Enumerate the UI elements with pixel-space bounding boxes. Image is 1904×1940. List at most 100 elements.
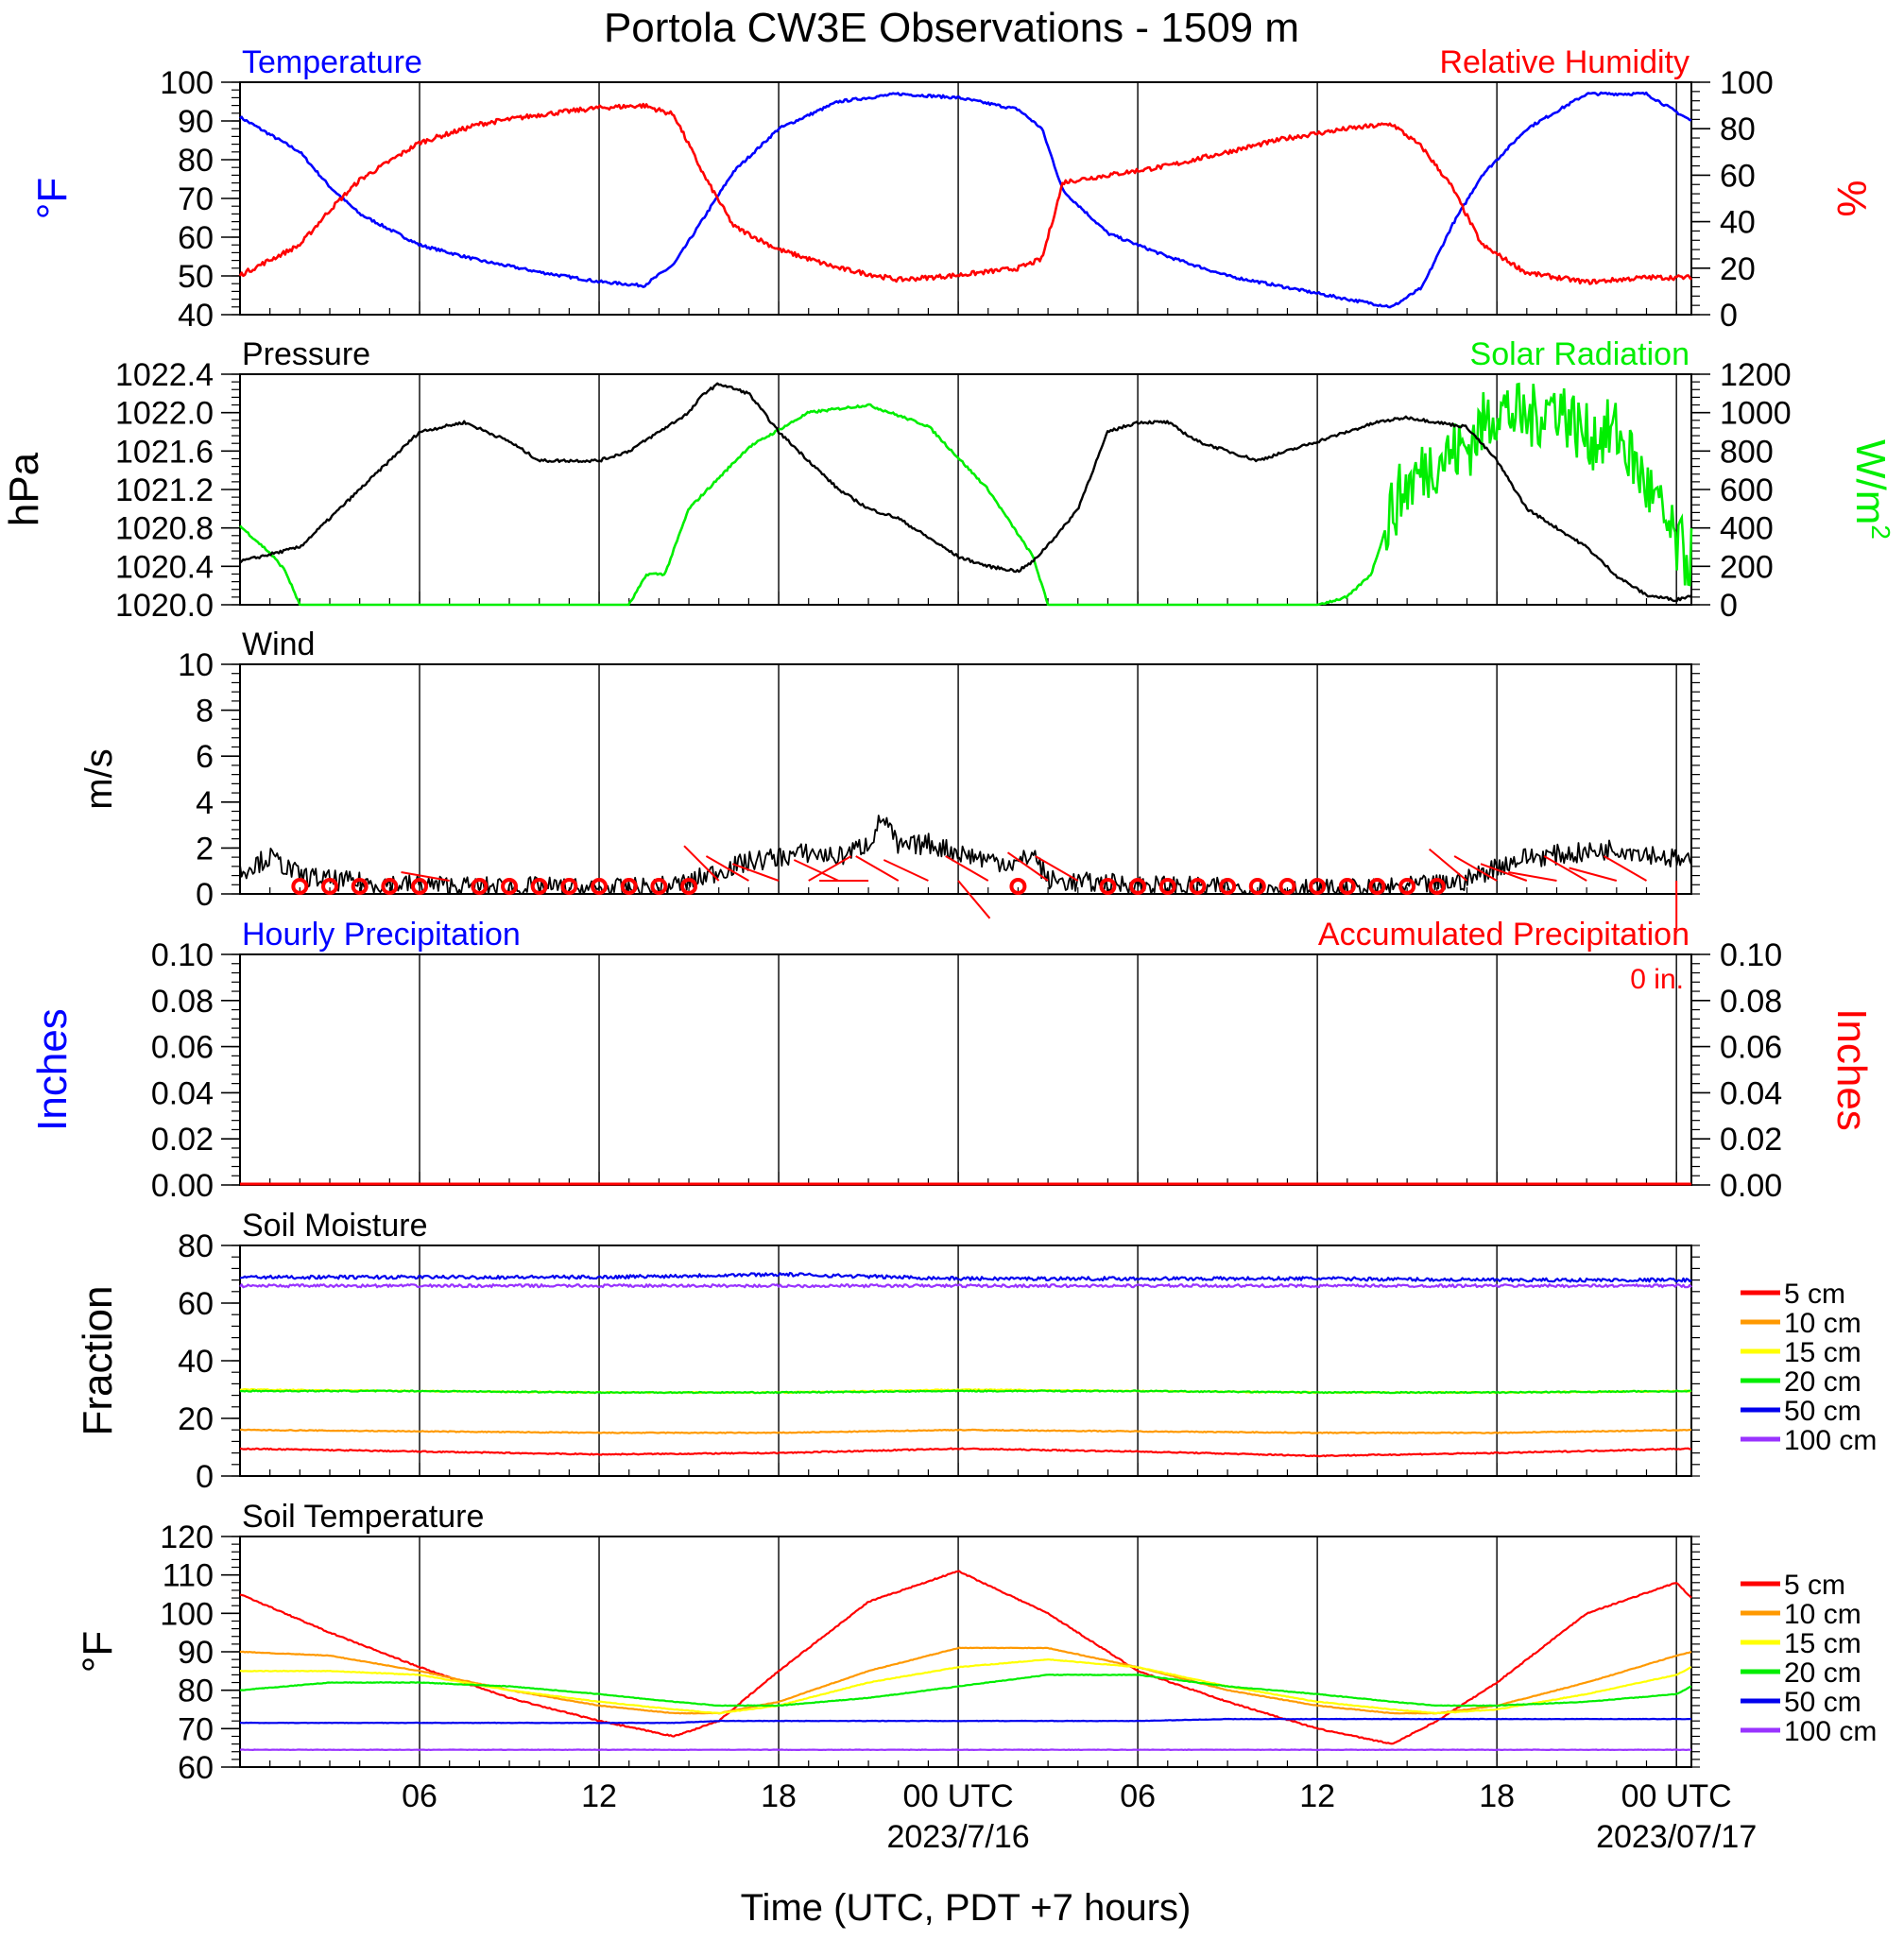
series-line-20-cm	[239, 1674, 1692, 1708]
legend-label: 10 cm	[1784, 1599, 1861, 1630]
wind-barb	[1569, 867, 1618, 882]
wind-barb	[731, 863, 780, 882]
y-tick-label: 1021.2	[115, 472, 214, 508]
y-axis-label-left: °F	[29, 178, 76, 219]
time-date-label: 2023/7/16	[886, 1819, 1029, 1855]
y-tick-label: 60	[178, 1286, 214, 1322]
wind-barb-calm	[1368, 878, 1386, 895]
wind-barb-calm	[351, 878, 369, 895]
y-tick-label: 20	[1720, 251, 1756, 287]
wind-barb	[705, 855, 749, 882]
y-tick-label: 0	[196, 1459, 214, 1495]
wind-barb-calm	[1428, 878, 1446, 895]
time-tick-label: 12	[1299, 1778, 1335, 1814]
y-tick-label: 1000	[1720, 396, 1792, 432]
series-line-50-cm	[239, 1717, 1691, 1725]
y-tick-label: 60	[178, 220, 214, 256]
series-line-pressure	[239, 382, 1692, 603]
y-tick-label: 120	[160, 1519, 214, 1555]
wind-barb	[401, 871, 450, 882]
wind-barb-calm	[620, 878, 638, 895]
wind-barb-calm	[321, 878, 339, 895]
y-tick-label: 0.10	[1720, 937, 1782, 973]
wind-barb	[683, 845, 720, 882]
wind-barb	[957, 880, 991, 919]
plot-frame	[239, 373, 1692, 606]
wind-barb-calm	[1219, 878, 1237, 895]
y-tick-label: 0.00	[151, 1168, 214, 1204]
time-tick-label: 00 UTC	[1621, 1778, 1732, 1814]
y-axis-label-left: Inches	[29, 1008, 76, 1131]
y-tick-label: 40	[178, 298, 214, 334]
legend-label: 5 cm	[1784, 1570, 1845, 1601]
y-axis-label-right: W/m2	[1847, 439, 1895, 540]
y-axis-label-superscript: 2	[1866, 524, 1895, 540]
legend-label: 100 cm	[1784, 1425, 1877, 1456]
wind-barb-calm	[1338, 878, 1356, 895]
series-line-relative-humidity	[238, 102, 1693, 285]
y-axis-label-left: °F	[75, 1631, 121, 1673]
y-tick-label: 1020.8	[115, 511, 214, 547]
wind-barb	[1428, 848, 1468, 882]
y-tick-label: 1020.0	[115, 588, 214, 624]
y-tick-label: 80	[178, 1674, 214, 1709]
time-tick-label: 00 UTC	[903, 1778, 1014, 1814]
panel-title-left: Temperature	[242, 44, 422, 80]
wind-barb-calm	[1189, 878, 1207, 895]
y-tick-label: 0.02	[151, 1122, 214, 1158]
series-line-20-cm	[239, 1389, 1692, 1395]
y-tick-label: 60	[178, 1750, 214, 1786]
y-tick-label: 10	[178, 647, 214, 683]
y-tick-label: 0.04	[1720, 1075, 1782, 1111]
y-tick-label: 2	[196, 831, 214, 867]
y-tick-label: 60	[1720, 158, 1756, 194]
y-tick-label: 20	[178, 1401, 214, 1437]
wind-barb-calm	[650, 878, 668, 895]
legend-label: 100 cm	[1784, 1716, 1877, 1747]
series-line-5-cm	[239, 1570, 1692, 1745]
y-tick-label: 8	[196, 694, 214, 730]
plot-frame	[239, 1536, 1692, 1768]
legend-label: 5 cm	[1784, 1279, 1845, 1310]
panel-title-left: Pressure	[242, 336, 370, 372]
y-tick-label: 1022.4	[115, 357, 214, 393]
y-tick-label: 80	[1720, 112, 1756, 147]
wind-barb	[1453, 855, 1498, 882]
y-axis-label-right: Inches	[1828, 1008, 1875, 1131]
wind-barb-calm	[1398, 878, 1416, 895]
y-tick-label: 0.08	[1720, 984, 1782, 1020]
time-axis: 06 12 18 00 UTC 06 12 18 00 UTC 2023/7/16 2023/07…	[402, 1778, 1757, 1855]
y-tick-label: 80	[178, 1228, 214, 1264]
time-date-label: 2023/07/17	[1596, 1819, 1757, 1855]
y-tick-label: 4	[196, 785, 214, 821]
plot-frame	[239, 81, 1692, 316]
y-tick-label: 100	[160, 65, 214, 101]
legend-label: 15 cm	[1784, 1628, 1861, 1659]
y-tick-label: 0	[1720, 298, 1738, 334]
panel-pressure-solar: 1022.41022.01021.61021.21020.81020.41020…	[1, 336, 1895, 624]
legend-label: 50 cm	[1784, 1396, 1861, 1427]
wind-barb	[808, 855, 852, 882]
wind-barb-calm	[591, 878, 609, 895]
y-tick-label: 0.10	[151, 937, 214, 973]
y-tick-label: 800	[1720, 434, 1774, 470]
wind-barb-calm	[501, 878, 519, 895]
wind-barb	[1543, 855, 1587, 882]
series-line-10-cm	[239, 1428, 1692, 1434]
panel-title-left: Soil Moisture	[242, 1208, 428, 1244]
series-line-wind-speed	[239, 815, 1692, 895]
y-tick-label: 1020.4	[115, 549, 214, 585]
y-tick-label: 100	[1720, 65, 1774, 101]
y-axis-label-left: Fraction	[75, 1286, 121, 1436]
wind-barb-calm	[1309, 878, 1327, 895]
y-axis-label-right: %	[1828, 180, 1875, 216]
y-tick-label: 1200	[1720, 357, 1792, 393]
series-line-5-cm	[239, 1447, 1691, 1458]
wind-barb-calm	[530, 878, 548, 895]
wind-barb-calm	[291, 878, 309, 895]
